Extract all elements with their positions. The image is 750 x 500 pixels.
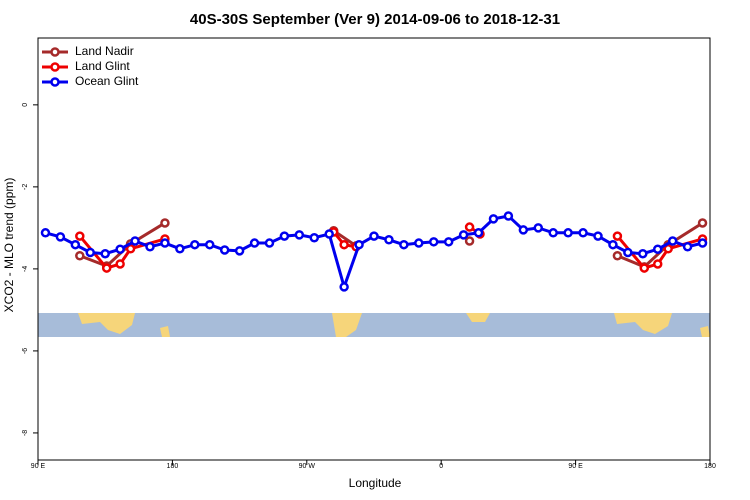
point — [160, 218, 170, 228]
point — [464, 236, 475, 246]
point — [234, 246, 245, 256]
point — [354, 239, 364, 250]
point — [638, 248, 648, 259]
land — [160, 326, 170, 337]
y-tick-label: -8 — [22, 430, 29, 436]
point — [652, 244, 663, 254]
point — [204, 239, 215, 250]
y-tick-label: -2 — [22, 184, 29, 190]
point — [130, 236, 140, 246]
y-tick-label: -4 — [22, 266, 29, 272]
x-tick-label: 0 — [439, 463, 443, 470]
point — [55, 232, 66, 242]
point — [219, 245, 230, 255]
point — [464, 222, 475, 232]
plot-frame — [37, 37, 711, 461]
point — [612, 231, 623, 241]
point — [533, 223, 544, 233]
ocean-band — [38, 313, 710, 337]
point — [339, 282, 349, 292]
point — [697, 238, 708, 248]
point — [115, 259, 125, 269]
point — [40, 228, 51, 238]
point — [458, 230, 469, 240]
point — [652, 259, 663, 269]
point — [70, 239, 81, 250]
point — [518, 225, 529, 235]
point — [100, 248, 110, 259]
y-axis-label: XCO2 - MLO trend (ppm) — [2, 178, 16, 313]
point — [612, 251, 623, 261]
point — [488, 214, 499, 224]
legend-marker — [50, 47, 60, 57]
x-axis-label: Longitude — [349, 476, 402, 490]
land — [700, 326, 710, 337]
legend-label: Land Glint — [75, 59, 130, 73]
point — [369, 231, 379, 241]
x-tick-label: 90 E — [31, 463, 46, 470]
point — [190, 239, 200, 250]
series-line — [45, 214, 703, 292]
y-tick-label: -6 — [22, 348, 29, 354]
y-tick-label: 0 — [22, 103, 29, 107]
point — [145, 241, 155, 252]
point — [324, 229, 334, 239]
point — [443, 237, 454, 247]
point — [663, 244, 673, 254]
point — [593, 231, 603, 241]
point — [428, 237, 439, 247]
point — [503, 211, 514, 221]
point — [75, 231, 85, 241]
land — [78, 313, 135, 334]
land — [614, 313, 672, 334]
point — [414, 238, 424, 248]
point — [264, 238, 275, 248]
point — [175, 244, 185, 254]
point — [160, 238, 170, 248]
point — [682, 241, 693, 252]
point — [697, 218, 708, 228]
point — [115, 244, 125, 254]
x-tick-label: 180 — [167, 463, 179, 470]
point — [339, 239, 349, 250]
x-tick-label: 180 — [704, 463, 716, 470]
x-tick-label: 90 E — [568, 463, 583, 470]
point — [399, 239, 409, 250]
map-strip — [38, 313, 710, 337]
point — [639, 263, 650, 273]
point — [309, 232, 320, 243]
x-tick-label: 90 W — [299, 463, 316, 470]
point — [249, 238, 260, 248]
point — [294, 230, 305, 240]
legend-label: Land Nadir — [75, 44, 134, 58]
point — [548, 228, 558, 238]
land — [332, 313, 362, 337]
point — [101, 263, 112, 273]
legend-label: Ocean Glint — [75, 74, 139, 88]
point — [623, 247, 633, 258]
point — [667, 236, 678, 246]
point — [578, 228, 588, 238]
point — [563, 228, 573, 238]
point — [473, 228, 484, 238]
point — [75, 251, 85, 261]
legend-marker — [50, 77, 60, 87]
point — [279, 231, 290, 241]
chart-title: 40S-30S September (Ver 9) 2014-09-06 to … — [190, 11, 560, 28]
legend-marker — [50, 62, 60, 72]
point — [608, 239, 618, 250]
land — [466, 313, 490, 322]
point — [384, 235, 394, 245]
point — [125, 244, 136, 254]
point — [85, 247, 96, 258]
